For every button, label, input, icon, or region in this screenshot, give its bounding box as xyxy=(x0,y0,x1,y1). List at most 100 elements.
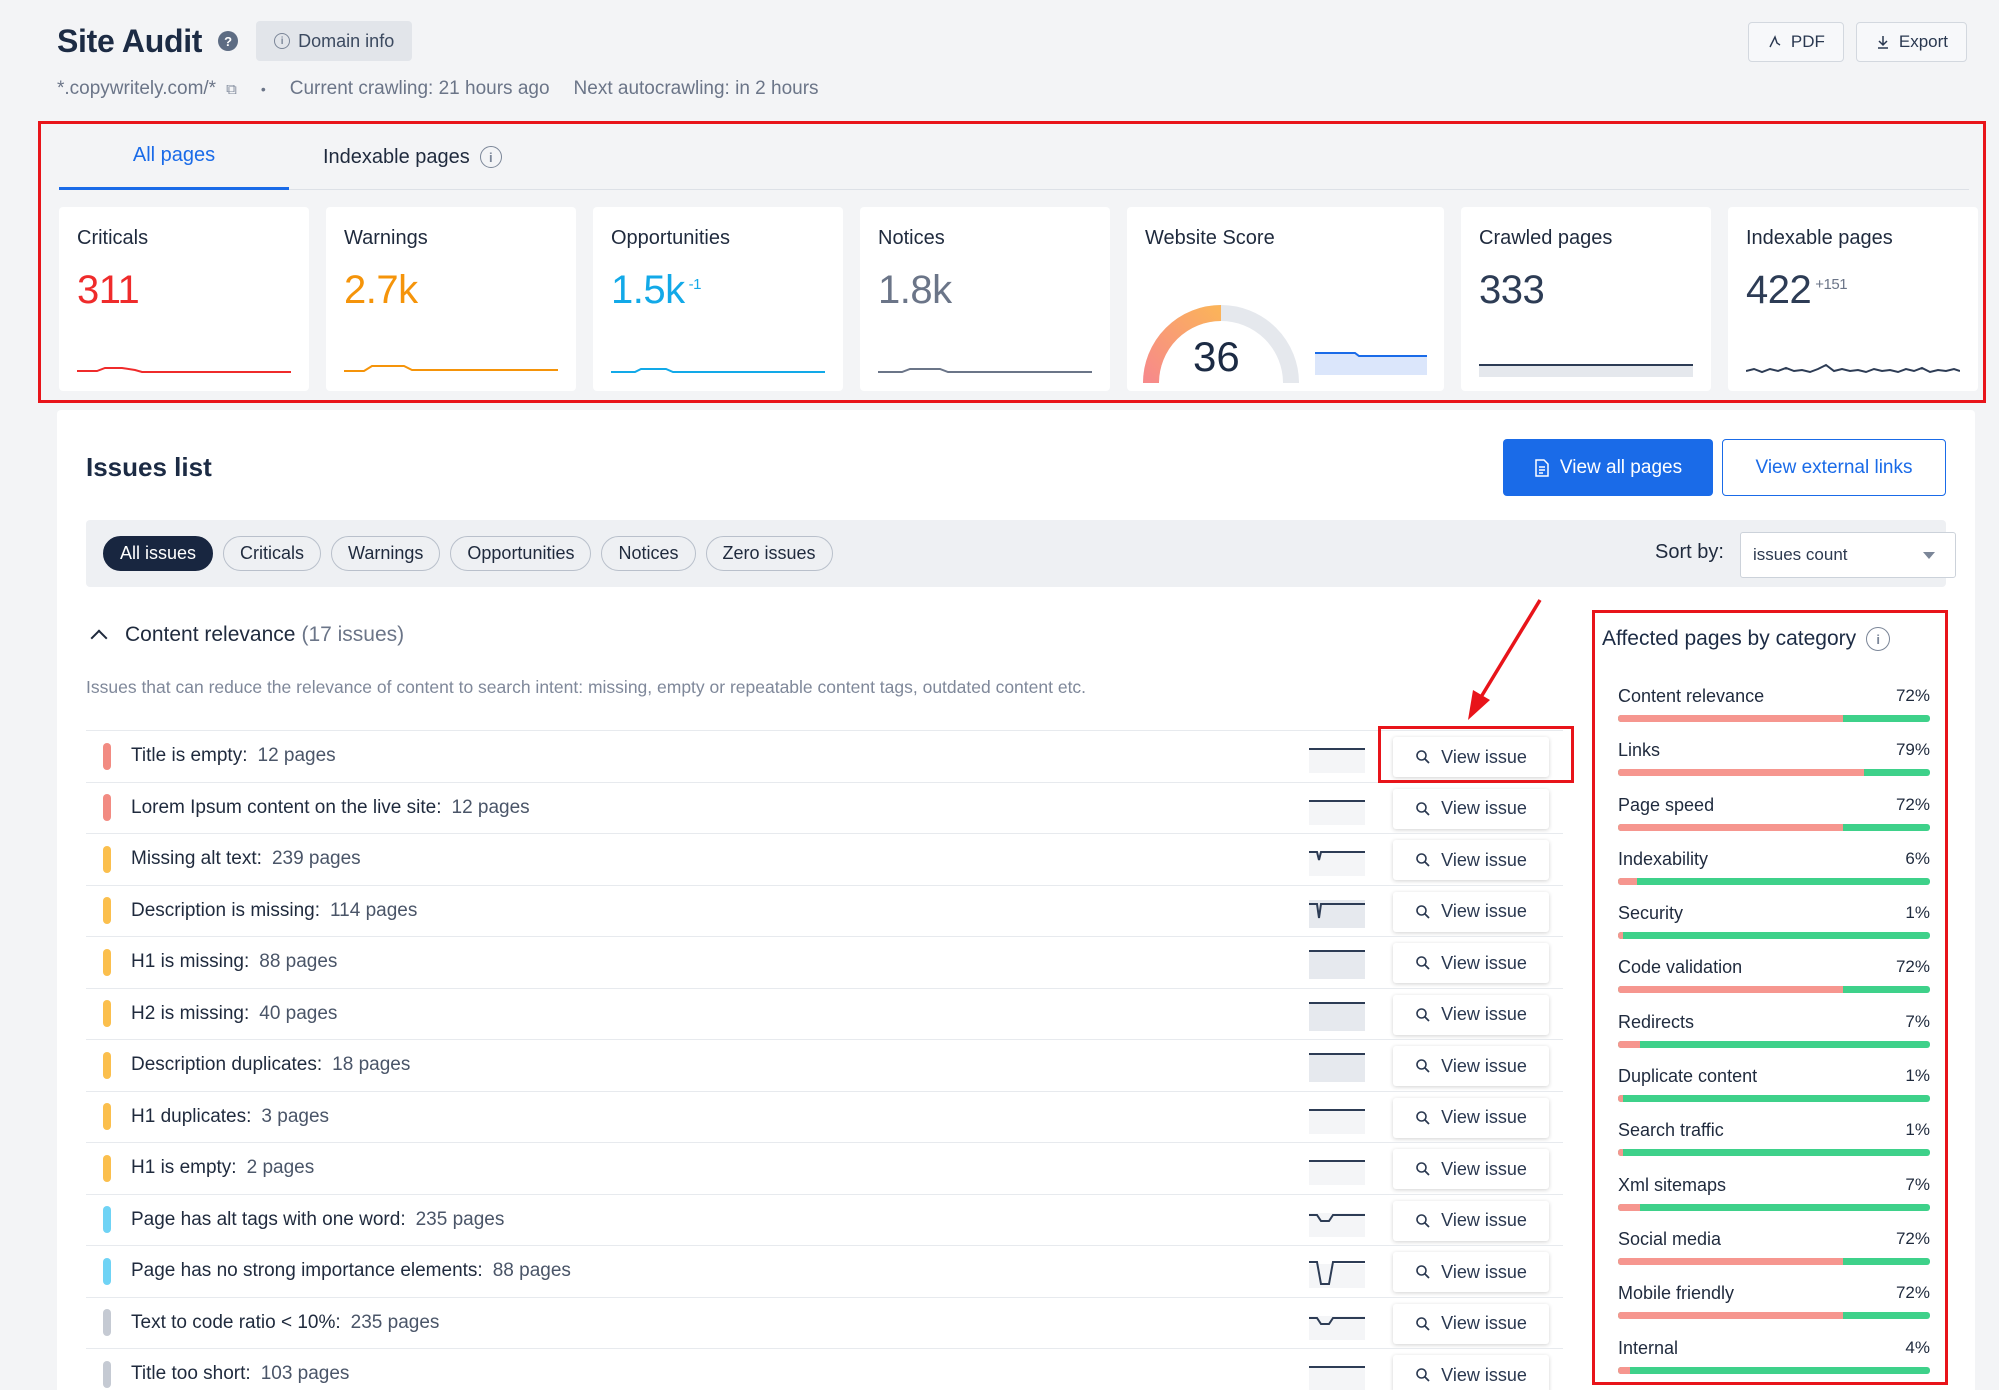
stat-card-criticals[interactable]: Criticals 311 xyxy=(59,207,309,391)
issue-row[interactable]: Text to code ratio < 10%: 235 pages View… xyxy=(86,1296,1563,1349)
stat-card-crawled-pages[interactable]: Crawled pages 333 xyxy=(1461,207,1711,391)
filter-criticals[interactable]: Criticals xyxy=(223,536,322,571)
category-item[interactable]: Xml sitemaps 7% xyxy=(1618,1175,1930,1229)
category-name: Search traffic xyxy=(1618,1120,1724,1141)
issue-row[interactable]: Page has no strong importance elements: … xyxy=(86,1245,1563,1297)
category-item[interactable]: Social media 72% xyxy=(1618,1229,1930,1283)
export-button[interactable]: Export xyxy=(1855,22,1967,62)
opportunities-sparkline xyxy=(611,368,825,373)
document-icon xyxy=(1535,458,1549,477)
filter-warnings[interactable]: Warnings xyxy=(331,536,441,571)
view-issue-button[interactable]: View issue xyxy=(1393,1046,1549,1086)
category-percent: 7% xyxy=(1905,1011,1930,1031)
issue-name: Missing alt text: xyxy=(131,848,262,870)
issue-row[interactable]: Lorem Ipsum content on the live site: 12… xyxy=(86,781,1563,834)
severity-indicator xyxy=(103,1103,111,1131)
external-link-icon[interactable]: ⧉ xyxy=(226,80,237,98)
category-item[interactable]: Search traffic 1% xyxy=(1618,1120,1930,1174)
view-issue-button[interactable]: View issue xyxy=(1393,840,1549,880)
filter-opportunities[interactable]: Opportunities xyxy=(450,536,592,571)
issue-row[interactable]: H1 duplicates: 3 pages View issue xyxy=(86,1090,1563,1143)
view-issue-button[interactable]: View issue xyxy=(1393,788,1549,829)
stat-value: 311 xyxy=(77,268,140,312)
issue-row[interactable]: Description duplicates: 18 pages View is… xyxy=(86,1039,1563,1091)
stat-card-indexable-pages[interactable]: Indexable pages 422 +151 xyxy=(1728,207,1978,391)
category-name: Links xyxy=(1618,740,1661,761)
pdf-button[interactable]: PDF xyxy=(1747,22,1844,62)
severity-indicator xyxy=(103,1257,111,1285)
info-icon[interactable]: i xyxy=(1866,627,1891,651)
filter-all-issues[interactable]: All issues xyxy=(103,536,214,571)
category-item[interactable]: Mobile friendly 72% xyxy=(1618,1283,1930,1337)
category-bar xyxy=(1618,769,1930,777)
view-issue-button[interactable]: View issue xyxy=(1393,1252,1549,1292)
score-value: 36 xyxy=(1193,333,1240,380)
view-issue-button[interactable]: View issue xyxy=(1393,1200,1549,1241)
view-issue-highlight-box xyxy=(1378,726,1574,783)
category-item[interactable]: Internal 4% xyxy=(1618,1338,1930,1390)
sort-label: Sort by: xyxy=(1655,541,1724,563)
sort-select[interactable]: issues count xyxy=(1740,532,1956,578)
category-item[interactable]: Redirects 7% xyxy=(1618,1012,1930,1066)
tab-indexable-pages[interactable]: Indexable pages i xyxy=(289,124,570,190)
tab-all-pages[interactable]: All pages xyxy=(59,124,289,190)
category-item[interactable]: Page speed 72% xyxy=(1618,795,1930,849)
view-issue-button[interactable]: View issue xyxy=(1393,737,1549,777)
domain-info-button[interactable]: i Domain info xyxy=(256,21,413,61)
filter-zero-issues[interactable]: Zero issues xyxy=(705,536,833,571)
severity-indicator xyxy=(103,1051,111,1079)
stat-card-website-score[interactable]: Website Score 36 xyxy=(1127,207,1444,391)
view-issue-button[interactable]: View issue xyxy=(1393,1303,1549,1344)
score-sparkline xyxy=(1315,352,1427,375)
view-issue-button[interactable]: View issue xyxy=(1393,994,1549,1035)
issue-row[interactable]: H1 is empty: 2 pages View issue xyxy=(86,1142,1563,1194)
tab-label: All pages xyxy=(132,144,216,166)
category-item[interactable]: Security 1% xyxy=(1618,903,1930,957)
help-icon[interactable]: ? xyxy=(218,31,239,51)
issue-name: H1 duplicates: xyxy=(131,1105,252,1127)
view-external-links-button[interactable]: View external links xyxy=(1722,439,1946,496)
issue-row[interactable]: H2 is missing: 40 pages View issue xyxy=(86,987,1563,1040)
category-item[interactable]: Links 79% xyxy=(1618,740,1930,794)
issue-row[interactable]: Page has alt tags with one word: 235 pag… xyxy=(86,1193,1563,1246)
issue-row[interactable]: H1 is missing: 88 pages View issue xyxy=(86,936,1563,988)
category-item[interactable]: Code validation 72% xyxy=(1618,957,1930,1011)
category-item[interactable]: Indexability 6% xyxy=(1618,849,1930,903)
next-autocrawling: Next autocrawling: in 2 hours xyxy=(573,78,819,99)
view-issue-button[interactable]: View issue xyxy=(1393,1097,1549,1138)
category-percent: 72% xyxy=(1895,1283,1930,1303)
category-bar-fill xyxy=(1618,1312,1843,1320)
stat-card-notices[interactable]: Notices 1.8k xyxy=(860,207,1110,391)
severity-indicator xyxy=(103,1206,111,1234)
issue-row[interactable]: Missing alt text: 239 pages View issue xyxy=(86,833,1563,885)
page-header: Site Audit ? i Domain info PDF Export *.… xyxy=(57,18,1967,108)
category-name: Social media xyxy=(1618,1228,1722,1249)
info-icon[interactable]: i xyxy=(479,146,502,168)
view-issue-button[interactable]: View issue xyxy=(1393,1149,1549,1189)
issue-row[interactable]: Title too short: 103 pages View issue xyxy=(86,1348,1563,1390)
filter-notices[interactable]: Notices xyxy=(601,536,696,571)
category-name: Page speed xyxy=(1618,794,1715,815)
stat-card-opportunities[interactable]: Opportunities 1.5k -1 xyxy=(593,207,843,391)
view-issue-button[interactable]: View issue xyxy=(1393,1355,1549,1390)
issue-name: H1 is empty: xyxy=(131,1157,237,1179)
issue-row[interactable]: Description is missing: 114 pages View i… xyxy=(86,884,1563,937)
download-icon xyxy=(1877,36,1888,49)
stat-value: 333 xyxy=(1479,268,1545,312)
issue-sparkline xyxy=(1309,1108,1365,1134)
category-item[interactable]: Content relevance 72% xyxy=(1618,686,1930,740)
issue-row[interactable]: Title is empty: 12 pages View issue xyxy=(86,730,1563,782)
stat-label: Indexable pages xyxy=(1746,227,1893,249)
view-all-pages-button[interactable]: View all pages xyxy=(1503,439,1713,496)
view-issue-button[interactable]: View issue xyxy=(1393,891,1549,932)
domain-link[interactable]: *.copywritely.com/* xyxy=(57,78,217,99)
category-item[interactable]: Duplicate content 1% xyxy=(1618,1066,1930,1120)
search-icon xyxy=(1416,1110,1430,1125)
group-header-content-relevance[interactable]: Content relevance (17 issues) xyxy=(90,623,404,647)
issue-sparkline xyxy=(1309,1160,1365,1185)
info-icon: i xyxy=(274,33,291,49)
stat-card-warnings[interactable]: Warnings 2.7k xyxy=(326,207,576,391)
view-issue-button[interactable]: View issue xyxy=(1393,943,1549,983)
category-percent: 72% xyxy=(1895,794,1930,814)
category-name: Code validation xyxy=(1618,957,1743,978)
